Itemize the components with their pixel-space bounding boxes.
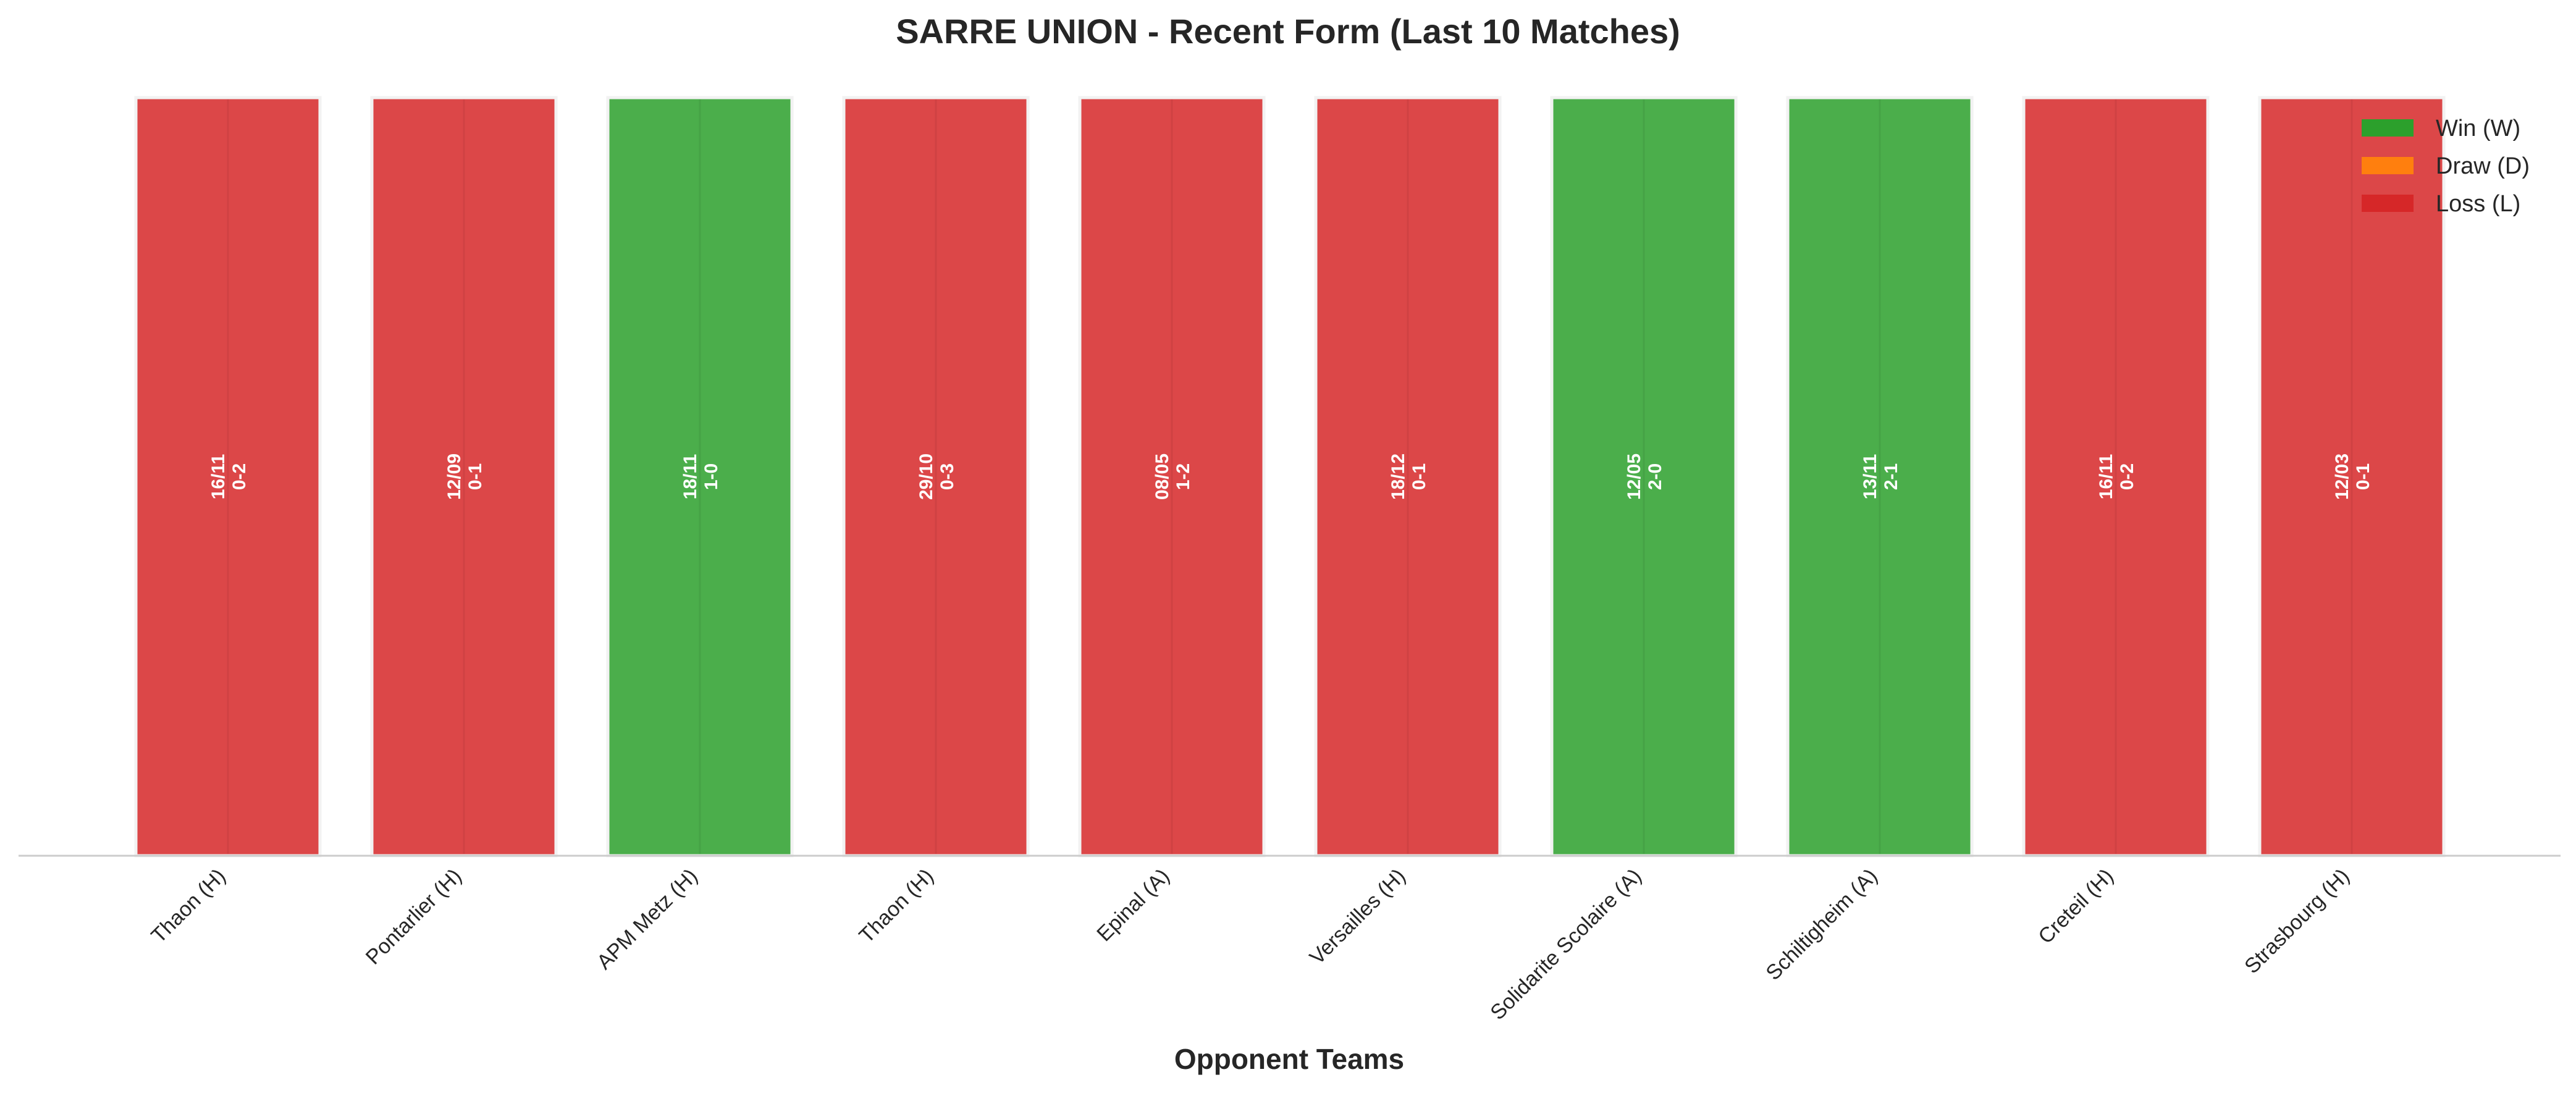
x-tick-label-3: APM Metz (H) xyxy=(592,864,702,974)
bar-5 xyxy=(1078,96,1266,858)
bar-3 xyxy=(606,96,794,858)
legend-swatch-w xyxy=(2362,119,2414,137)
bar-label-1: 16/110-2 xyxy=(208,454,250,499)
legend-label-l: Loss (L) xyxy=(2436,191,2520,217)
bar-label-2: 12/090-1 xyxy=(444,454,486,500)
bar-10 xyxy=(2258,96,2446,858)
legend-swatch-d xyxy=(2362,157,2414,174)
bars-layer: 16/110-2 12/090-1 18/111-0 29/100-3 08/051-2… xyxy=(134,96,2446,858)
bar-label-9: 16/110-2 xyxy=(2096,454,2137,499)
x-tick-labels: Thaon (H) Pontarlier (H) APM Metz (H) Thaon… xyxy=(147,864,2354,1024)
bar-label-4: 29/100-3 xyxy=(916,454,958,500)
bar-label-8: 13/112-1 xyxy=(1860,454,1901,499)
x-tick-label-9: Creteil (H) xyxy=(2034,864,2118,948)
x-tick-label-7: Solidarite Scolaire (A) xyxy=(1486,864,1646,1024)
bar-label-6: 18/120-1 xyxy=(1388,454,1429,500)
x-tick-label-4: Thaon (H) xyxy=(855,864,938,948)
x-tick-label-5: Epinal (A) xyxy=(1092,864,1174,946)
bar-label-10: 12/030-1 xyxy=(2332,454,2373,500)
bar-8 xyxy=(1786,96,1974,858)
bar-label-3: 18/111-0 xyxy=(680,454,722,499)
bar-label-5: 08/051-2 xyxy=(1152,454,1193,500)
x-tick-label-2: Pontarlier (H) xyxy=(361,864,466,969)
x-tick-label-1: Thaon (H) xyxy=(147,864,230,948)
x-tick-label-8: Schiltigheim (A) xyxy=(1761,864,1882,985)
x-tick-label-6: Versailles (H) xyxy=(1305,864,1410,969)
legend-label-d: Draw (D) xyxy=(2436,153,2530,179)
bar-9 xyxy=(2022,96,2210,858)
legend: Win (W) Draw (D) Loss (L) xyxy=(2362,116,2530,217)
bar-label-7: 12/052-0 xyxy=(1624,454,1665,500)
bar-4 xyxy=(842,96,1030,858)
x-tick-label-10: Strasbourg (H) xyxy=(2240,864,2354,979)
bar-1 xyxy=(134,96,322,858)
bar-6 xyxy=(1314,96,1502,858)
x-axis-label: Opponent Teams xyxy=(1174,1043,1404,1075)
legend-label-w: Win (W) xyxy=(2436,116,2520,141)
chart-title: SARRE UNION - Recent Form (Last 10 Match… xyxy=(896,12,1680,51)
bar-2 xyxy=(370,96,558,858)
legend-swatch-l xyxy=(2362,195,2414,212)
bar-7 xyxy=(1550,96,1738,858)
